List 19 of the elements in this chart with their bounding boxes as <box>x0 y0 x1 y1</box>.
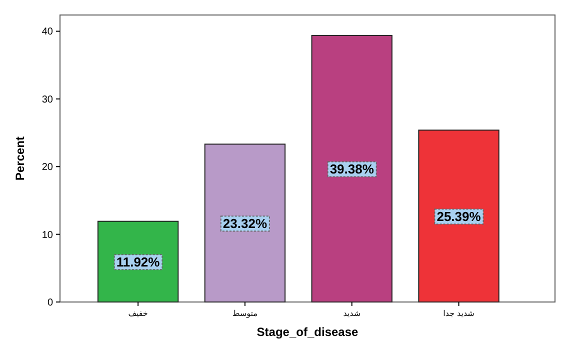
x-tick-label: متوسط <box>232 309 258 318</box>
y-tick-label: 10 <box>42 230 54 241</box>
y-axis-title: Percent <box>13 136 27 181</box>
y-tick-label: 40 <box>42 26 54 38</box>
bar <box>97 220 179 302</box>
x-tick-label: شديد جدا <box>443 309 475 318</box>
bar <box>311 34 392 302</box>
data-label: 23.32% <box>222 216 268 232</box>
data-label: 25.39% <box>436 209 482 224</box>
x-tick-label: خفيف <box>128 309 148 318</box>
y-tick-label: 0 <box>47 298 54 308</box>
bar <box>204 144 286 302</box>
x-axis-title: Stage_of_disease <box>256 325 359 339</box>
data-label: 39.38% <box>330 162 374 177</box>
y-tick-label: 20 <box>42 162 54 174</box>
data-label: 11.92% <box>116 254 160 270</box>
bar <box>418 130 500 302</box>
y-tick-label: 30 <box>42 94 54 106</box>
x-tick-label: شديد <box>343 309 361 318</box>
